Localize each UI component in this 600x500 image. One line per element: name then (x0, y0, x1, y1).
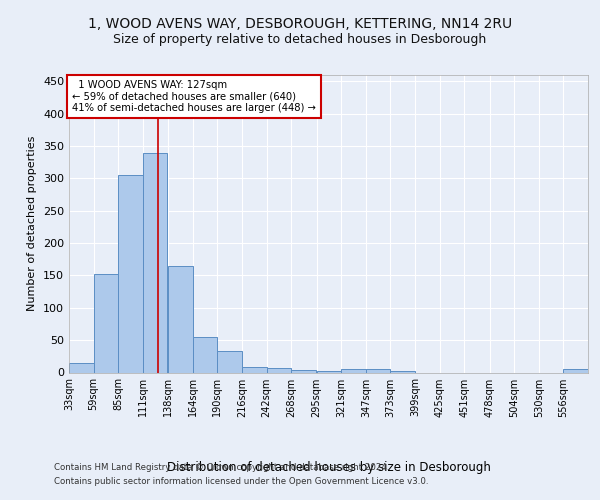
Text: 1, WOOD AVENS WAY, DESBOROUGH, KETTERING, NN14 2RU: 1, WOOD AVENS WAY, DESBOROUGH, KETTERING… (88, 18, 512, 32)
X-axis label: Distribution of detached houses by size in Desborough: Distribution of detached houses by size … (167, 461, 490, 474)
Bar (94, 274, 118, 372)
Bar (563, 370, 588, 372)
Bar (193, 337, 217, 372)
Bar (168, 266, 193, 372)
Bar (217, 351, 242, 372)
Bar (291, 370, 316, 372)
Bar (366, 370, 391, 372)
Bar (391, 371, 415, 372)
Bar (341, 370, 366, 372)
Bar (266, 368, 291, 372)
Text: 1 WOOD AVENS WAY: 127sqm
← 59% of detached houses are smaller (640)
41% of semi-: 1 WOOD AVENS WAY: 127sqm ← 59% of detach… (72, 80, 316, 114)
Bar (69, 363, 94, 372)
Text: Contains HM Land Registry data © Crown copyright and database right 2024.: Contains HM Land Registry data © Crown c… (54, 464, 389, 472)
Bar (143, 152, 167, 372)
Y-axis label: Number of detached properties: Number of detached properties (28, 136, 37, 312)
Text: Contains public sector information licensed under the Open Government Licence v3: Contains public sector information licen… (54, 477, 428, 486)
Bar (242, 366, 266, 372)
Bar (118, 175, 143, 372)
Bar (317, 370, 341, 372)
Text: Size of property relative to detached houses in Desborough: Size of property relative to detached ho… (113, 32, 487, 46)
